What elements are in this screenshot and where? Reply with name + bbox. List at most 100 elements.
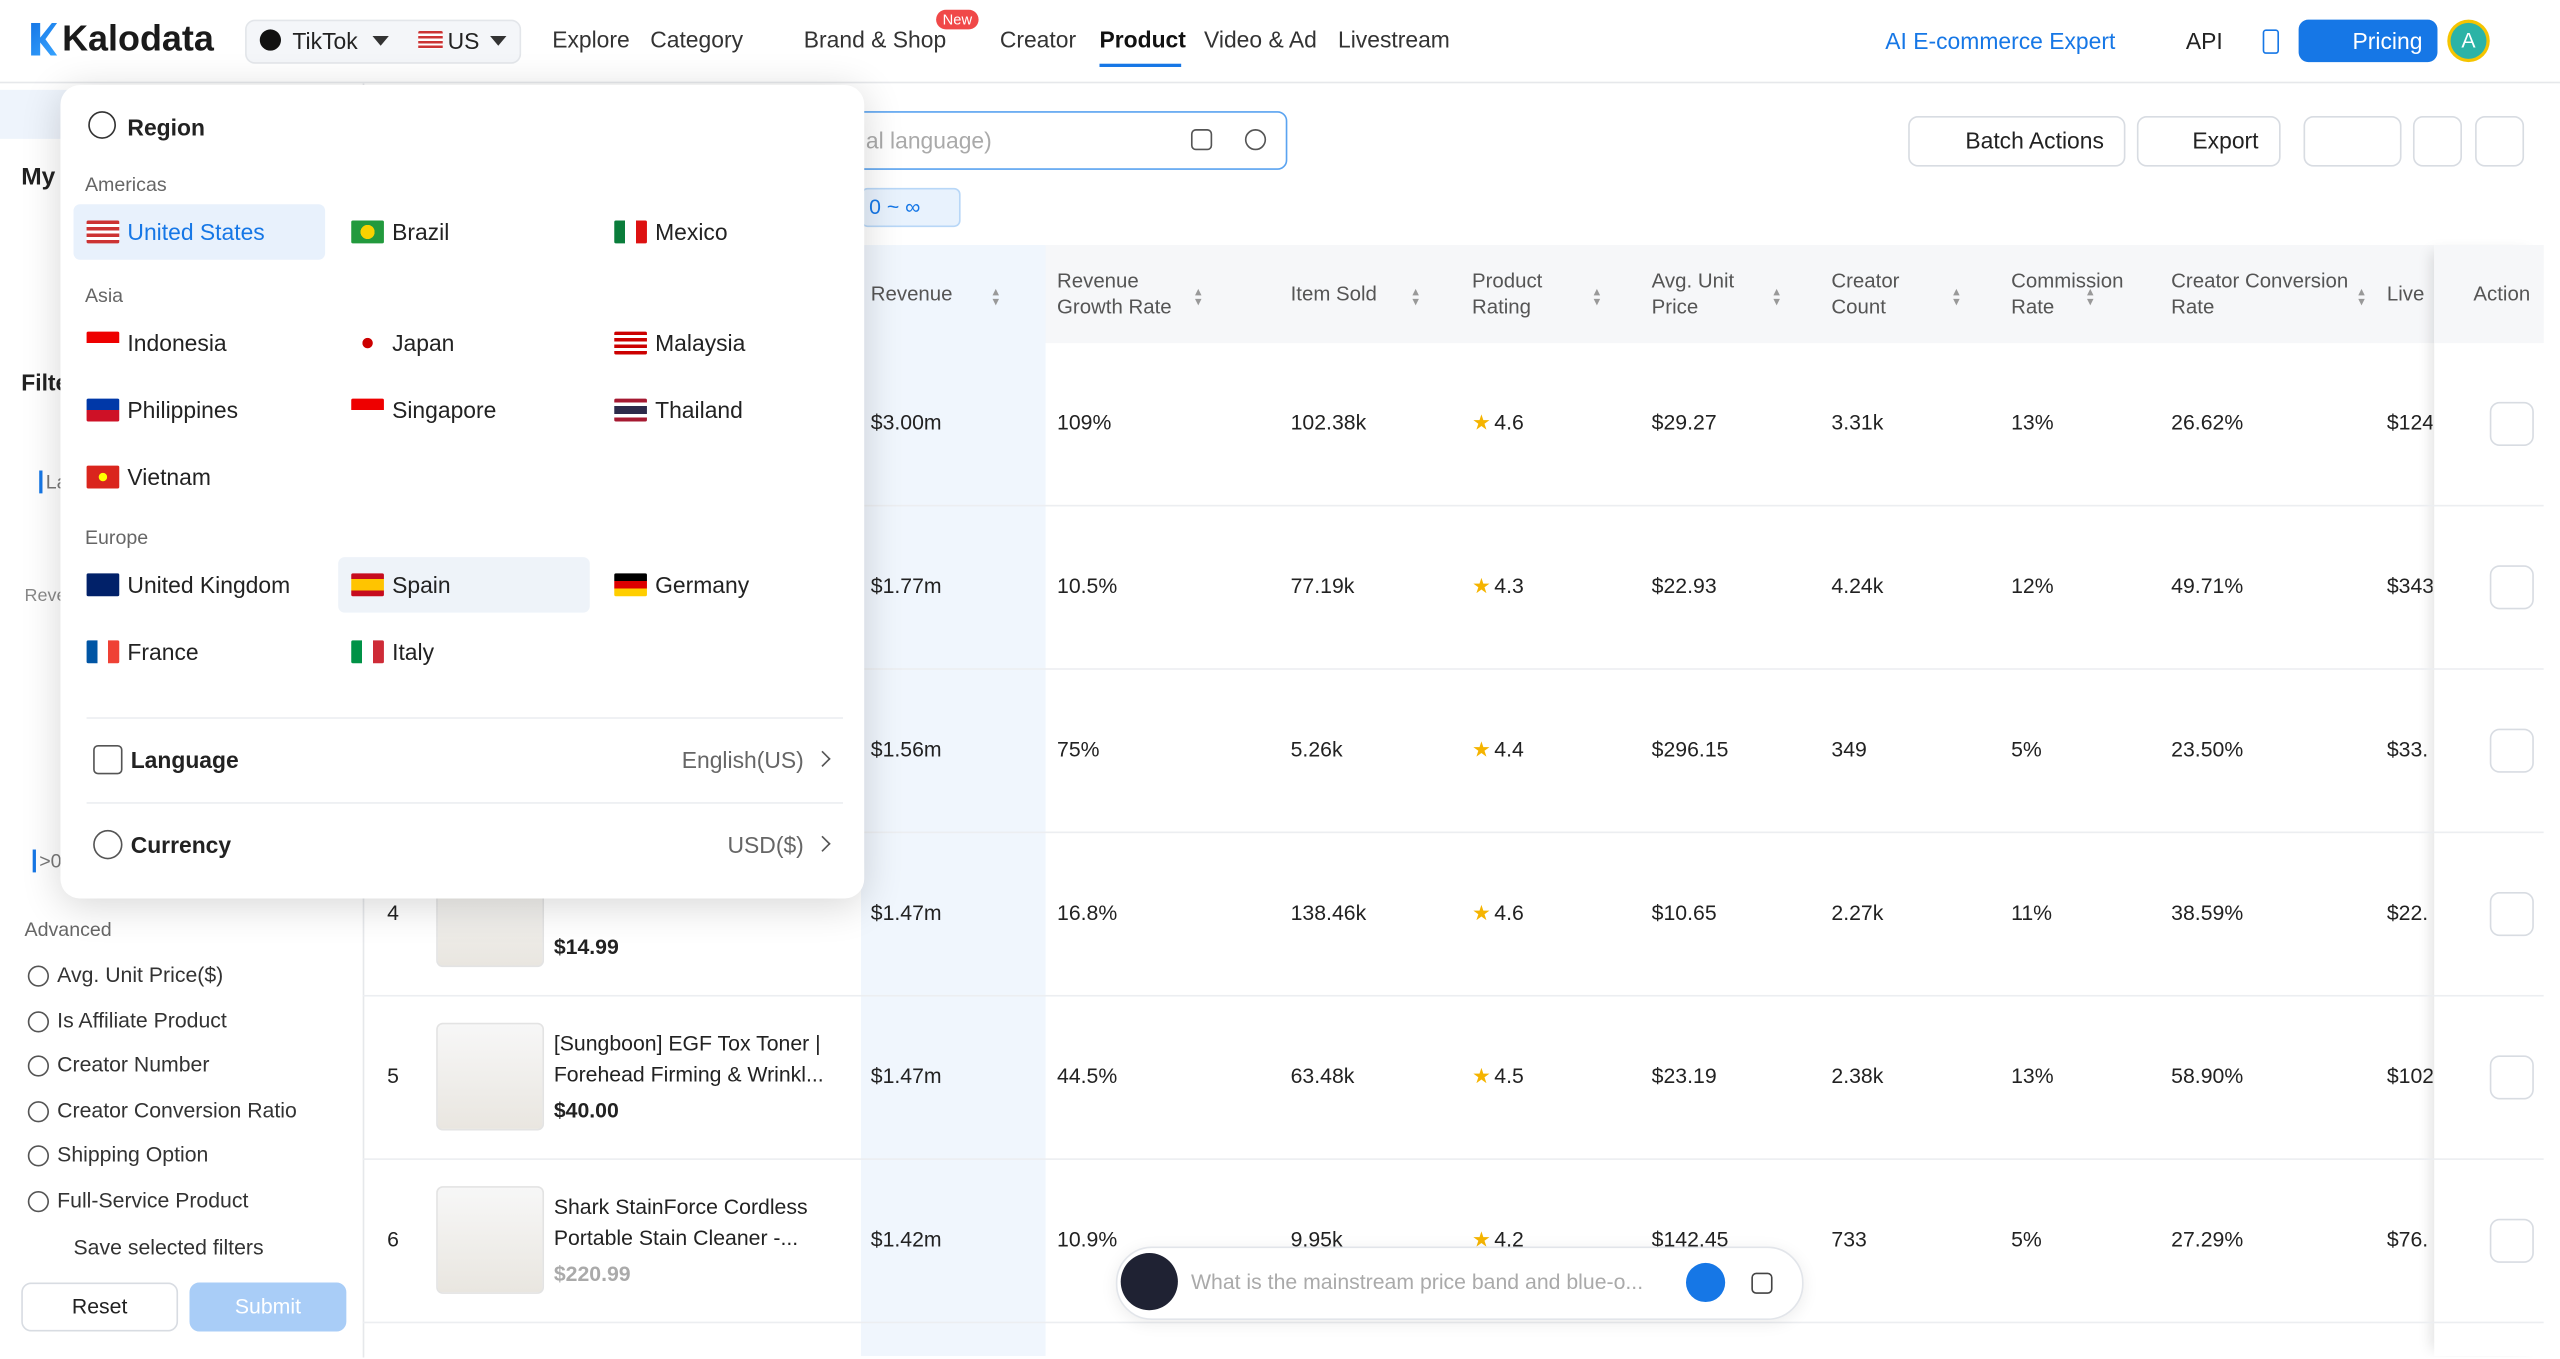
api[interactable]: API: [2185, 27, 2223, 54]
globe-icon: [88, 111, 116, 139]
cell: 349: [1831, 736, 1867, 762]
country-name[interactable]: France: [127, 638, 199, 665]
menu-item[interactable]: Video & Ad: [1204, 26, 1317, 53]
favorite-btn[interactable]: [2489, 565, 2534, 610]
filter-item[interactable]: Is Affiliate Product: [57, 1007, 227, 1033]
cell: 4.5: [1472, 1064, 1524, 1090]
pricing[interactable]: Pricing: [2352, 27, 2423, 54]
my: My: [21, 163, 56, 192]
range: >0: [32, 849, 62, 873]
flag: [351, 573, 384, 597]
product-price: $14.99: [553, 934, 619, 959]
favorite-btn[interactable]: [2489, 1055, 2534, 1100]
column-header[interactable]: Revenue Growth Rate: [1057, 268, 1188, 320]
country-name[interactable]: Malaysia: [655, 330, 746, 357]
country-name[interactable]: Germany: [655, 571, 750, 598]
tiktok-icon: [259, 29, 281, 51]
currency-value[interactable]: USD($): [727, 831, 804, 858]
column-header[interactable]: Commission Rate: [2011, 268, 2123, 320]
country-name[interactable]: Italy: [392, 638, 435, 665]
export-btn[interactable]: [2136, 115, 2281, 167]
ai-expert[interactable]: AI E-commerce Expert: [1885, 27, 2116, 54]
product-title[interactable]: [Sungboon] EGF Tox Toner | Forehead Firm…: [553, 1030, 824, 1087]
camera-icon: [1190, 129, 1213, 151]
flag: [614, 331, 647, 355]
cell: 102.38k: [1290, 410, 1367, 435]
pricing-btn[interactable]: [2298, 19, 2438, 63]
cell: 16.8%: [1057, 900, 1118, 925]
filter-chip[interactable]: 0 ~ ∞: [860, 187, 962, 228]
country-name[interactable]: Thailand: [655, 396, 743, 424]
filter-icon: [27, 1101, 50, 1123]
cell: $1.77m: [870, 573, 942, 598]
product-title[interactable]: Shark StainForce Cordless Portable Stain…: [553, 1194, 808, 1250]
product-image: [436, 1022, 545, 1131]
favorite-btn[interactable]: [2489, 728, 2534, 773]
filter-item[interactable]: Avg. Unit Price($): [57, 962, 224, 987]
country-name[interactable]: Spain: [392, 571, 451, 598]
settings-btn[interactable]: [2475, 115, 2525, 167]
group-label: Asia: [84, 284, 124, 308]
language-icon: [93, 744, 123, 775]
play-btn[interactable]: [2412, 115, 2462, 167]
action-head-bg: [2434, 245, 2544, 344]
product-price: $40.00: [553, 1097, 619, 1123]
country-name[interactable]: United Kingdom: [127, 571, 291, 598]
batch-btn[interactable]: [1908, 115, 2126, 167]
cell: 77.19k: [1290, 573, 1355, 598]
chat-placeholder[interactable]: What is the mainstream price band and bl…: [1190, 1269, 1644, 1294]
view-toggle[interactable]: [2303, 115, 2402, 167]
menu-item[interactable]: Brand & Shop: [803, 26, 947, 53]
filter-item[interactable]: Creator Number: [57, 1052, 210, 1077]
column-header[interactable]: Item Sold: [1291, 281, 1405, 307]
cell: 13%: [2011, 410, 2054, 435]
column-header[interactable]: Creator Conversion Rate: [2171, 268, 2351, 320]
country-name[interactable]: Brazil: [392, 218, 450, 246]
avatar[interactable]: A: [2450, 22, 2487, 59]
submit[interactable]: Submit: [189, 1282, 347, 1332]
column-header[interactable]: Revenue: [871, 281, 985, 307]
menu-item[interactable]: Category: [650, 26, 744, 53]
flag: [86, 398, 120, 422]
country-name[interactable]: Singapore: [392, 396, 497, 424]
favorite-btn[interactable]: [2489, 892, 2534, 937]
row-divider: [362, 504, 2544, 507]
cell: $102: [2386, 1063, 2433, 1089]
menu-item[interactable]: Explore: [552, 26, 630, 53]
currency[interactable]: Currency: [130, 831, 232, 858]
cell: 58.90%: [2171, 1063, 2244, 1089]
column-header[interactable]: Creator Count: [1831, 268, 1945, 320]
country-name[interactable]: Japan: [392, 330, 455, 357]
column-header[interactable]: Avg. Unit Price: [1652, 268, 1766, 320]
rank: 5: [387, 1063, 400, 1089]
country-name[interactable]: Philippines: [127, 396, 239, 424]
flag: [86, 573, 120, 597]
favorite-btn[interactable]: [2489, 1218, 2534, 1263]
favorite-btn[interactable]: [2489, 401, 2534, 447]
country-name[interactable]: Mexico: [655, 218, 728, 246]
export[interactable]: Export: [2192, 127, 2259, 154]
filter-item[interactable]: Shipping Option: [57, 1141, 209, 1167]
country[interactable]: US: [447, 27, 480, 54]
platform[interactable]: TikTok: [292, 27, 358, 54]
search-box[interactable]: [784, 111, 1288, 170]
country-name[interactable]: United States: [127, 218, 265, 246]
flag: [86, 640, 120, 664]
filter-item[interactable]: Creator Conversion Ratio: [57, 1097, 297, 1123]
region-title: Region: [127, 114, 205, 141]
column-header[interactable]: Product Rating: [1472, 268, 1586, 320]
menu-item[interactable]: Creator: [999, 26, 1077, 53]
cell: 75%: [1057, 736, 1100, 762]
reset[interactable]: Reset: [21, 1282, 179, 1332]
language-value[interactable]: English(US): [681, 746, 804, 773]
filter-icon: [27, 1190, 50, 1213]
country-name[interactable]: Indonesia: [127, 330, 227, 357]
menu-item[interactable]: Product: [1099, 26, 1186, 53]
menu-item[interactable]: Livestream: [1338, 26, 1450, 53]
send-btn[interactable]: [1685, 1262, 1726, 1303]
language[interactable]: Language: [130, 746, 239, 773]
filter-item[interactable]: Full-Service Product: [57, 1187, 249, 1213]
batch[interactable]: Batch Actions: [1965, 127, 2104, 154]
country-name[interactable]: Vietnam: [127, 463, 211, 491]
save-filters[interactable]: Save selected filters: [73, 1235, 264, 1260]
